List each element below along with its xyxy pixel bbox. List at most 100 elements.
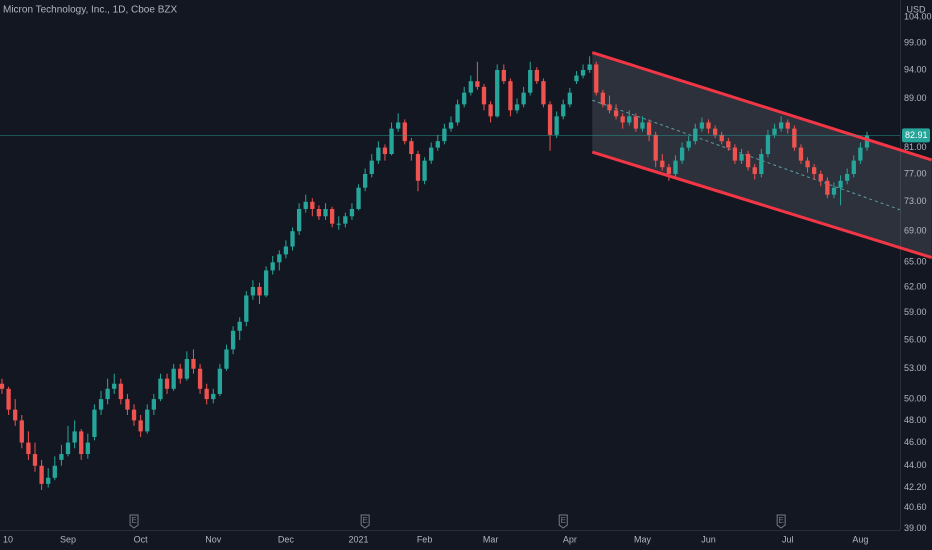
earnings-label: E — [778, 516, 783, 525]
candle-body — [481, 86, 487, 105]
candle-body — [277, 254, 282, 263]
x-tick-label: Jul — [782, 534, 794, 544]
candle-body — [845, 173, 850, 181]
earnings-marker — [558, 514, 568, 529]
earnings-marker — [776, 514, 786, 529]
candle-body — [864, 135, 870, 148]
candle-body — [765, 134, 771, 155]
candle-body — [415, 154, 421, 181]
candle-body — [164, 378, 170, 389]
currency-label[interactable]: USD — [906, 4, 926, 14]
candle-body — [541, 81, 546, 105]
candle-body — [310, 201, 315, 209]
candle-body — [580, 69, 586, 76]
candle-body — [32, 454, 38, 466]
chart-title: Micron Technology, Inc., 1D, Cboe BZX — [3, 5, 177, 16]
candle-body — [613, 110, 619, 117]
candle-body — [594, 64, 599, 93]
candle-body — [792, 128, 797, 148]
candle-body — [26, 442, 31, 455]
candle-body — [72, 431, 77, 443]
candle-body — [204, 388, 209, 400]
candle-body — [270, 262, 275, 271]
y-tick-label: 104.00 — [904, 12, 932, 22]
x-tick-label: Aug — [852, 534, 868, 544]
candle-body — [98, 399, 104, 410]
candle-body — [778, 122, 784, 129]
candle-body — [323, 208, 328, 217]
y-tick-label: 44.00 — [904, 460, 927, 470]
candle-body — [514, 104, 520, 111]
candle-body — [382, 147, 388, 155]
candle-body — [131, 409, 137, 421]
candle-body — [224, 349, 229, 369]
channel-lower — [591, 150, 932, 259]
x-tick-label: 2021 — [349, 534, 369, 544]
candle-body — [666, 167, 672, 174]
earnings-label: E — [362, 516, 367, 525]
x-tick-label: 10 — [3, 534, 13, 544]
candle-body — [244, 295, 249, 322]
candle-body — [818, 173, 823, 181]
candle-body — [719, 134, 724, 142]
candle-body — [19, 420, 24, 443]
candle-body — [217, 368, 223, 394]
candle-body — [587, 64, 592, 70]
candle-body — [46, 477, 51, 484]
x-tick-label: Oct — [134, 534, 149, 544]
candle-body — [679, 147, 685, 161]
candle-body — [660, 160, 665, 168]
candle-body — [171, 368, 176, 389]
candle-body — [237, 321, 242, 331]
candle-body — [59, 454, 64, 460]
y-tick-label: 81.00 — [904, 142, 927, 152]
candle-body — [257, 286, 262, 296]
candle-body — [574, 75, 579, 82]
candle-body — [858, 147, 863, 161]
y-tick-label: 42.20 — [904, 482, 927, 492]
x-tick-label: Feb — [417, 534, 433, 544]
candle-body — [547, 104, 553, 135]
earnings-label: E — [561, 516, 566, 525]
y-tick-label: 59.00 — [904, 307, 927, 317]
candle-body — [422, 160, 427, 181]
candle-body — [554, 116, 559, 135]
x-tick-label: May — [634, 534, 652, 544]
candle-body — [673, 160, 678, 174]
candle-body — [805, 160, 810, 168]
candle-body — [785, 122, 790, 129]
candle-body — [125, 399, 130, 410]
candle-body — [65, 442, 71, 455]
candle-body — [653, 134, 658, 161]
x-tick-label: Dec — [278, 534, 295, 544]
candle-body — [726, 141, 731, 148]
y-tick-label: 77.00 — [904, 168, 927, 178]
candle-body — [561, 104, 566, 117]
candle-body — [343, 216, 348, 224]
candle-body — [316, 208, 322, 217]
candle-body — [39, 465, 44, 484]
y-tick-label: 89.00 — [904, 93, 927, 103]
y-tick-label: 69.00 — [904, 226, 927, 236]
y-tick-label: 39.00 — [904, 523, 927, 533]
earnings-marker — [129, 514, 139, 529]
candle-body — [303, 201, 308, 209]
candle-body — [6, 388, 11, 410]
candle-body — [455, 104, 460, 123]
candle-body — [296, 208, 302, 232]
candle-body — [151, 399, 156, 410]
candle-body — [620, 116, 625, 123]
channel-upper — [591, 51, 932, 162]
candle-body — [521, 92, 526, 105]
candle-body — [336, 223, 341, 225]
y-tick-label: 73.00 — [904, 196, 927, 206]
candle-body — [508, 81, 513, 111]
candle-body — [745, 154, 751, 168]
candle-body — [105, 388, 110, 400]
candle-body — [0, 383, 5, 389]
earnings-marker — [360, 514, 370, 529]
candle-body — [435, 141, 440, 148]
candle-body — [462, 92, 467, 105]
candle-body — [825, 180, 830, 195]
